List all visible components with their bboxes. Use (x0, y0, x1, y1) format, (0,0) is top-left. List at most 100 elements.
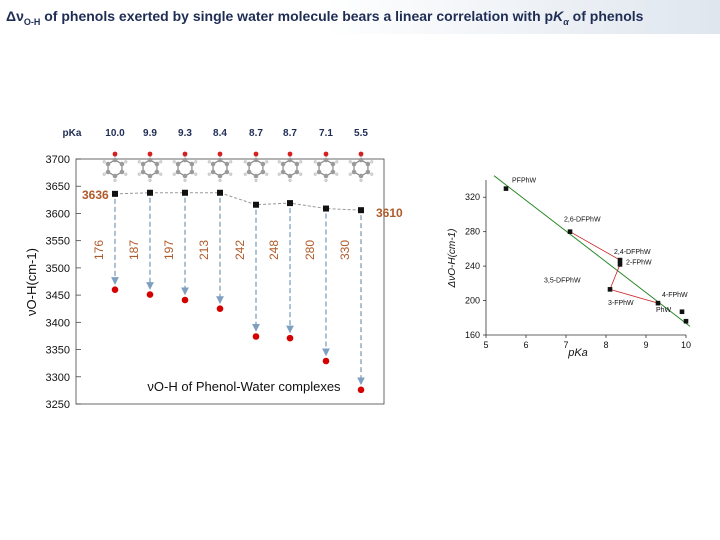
hydrogen-atom-dot (348, 172, 352, 176)
carbon-atom-dot (154, 169, 160, 175)
phenol-molecule-icon (348, 151, 374, 182)
carbon-atom-dot (189, 169, 195, 175)
frequency-shift-label: 280 (303, 240, 317, 260)
hydrogen-atom-dot (288, 178, 292, 182)
data-point-label: 2,4-DFPhW (614, 249, 651, 256)
carbon-atom-dot (154, 161, 160, 167)
data-point-label: PFPhW (512, 178, 537, 185)
data-point (567, 229, 573, 234)
carbon-atom-dot (330, 169, 336, 175)
oxygen-atom-dot (358, 151, 364, 157)
hydrogen-atom-dot (229, 160, 233, 164)
hydrogen-atom-dot (207, 172, 211, 176)
data-point (683, 318, 689, 324)
carbon-atom-dot (260, 161, 266, 167)
hydrogen-atom-dot (102, 160, 106, 164)
left-y-axis-label: νO-H(cm-1) (24, 248, 39, 316)
carbon-atom-dot (294, 161, 300, 167)
carbon-atom-dot (147, 173, 153, 179)
slide-title: ΔνO-H of phenols exerted by single water… (6, 8, 643, 27)
hydrogen-atom-dot (194, 172, 198, 176)
pka-value: 8.7 (283, 128, 297, 139)
title-alpha-subscript: α (563, 16, 569, 27)
right-y-tick-label: 200 (465, 296, 480, 306)
carbon-atom-dot (182, 173, 188, 179)
carbon-atom-dot (365, 161, 371, 167)
complex-oh-marker (252, 333, 260, 340)
complex-oh-marker (216, 305, 224, 313)
hydrogen-atom-dot (299, 160, 303, 164)
left-panel-caption: νO-H of Phenol-Water complexes (147, 379, 341, 394)
benzene-ring-shape (318, 159, 334, 177)
frequency-shift-label: 197 (162, 240, 176, 260)
pka-value: 8.4 (213, 128, 227, 139)
carbon-atom-dot (105, 161, 111, 167)
carbon-atom-dot (280, 169, 286, 175)
carbon-atom-dot (217, 157, 223, 163)
carbon-atom-dot (316, 169, 322, 175)
data-point-label: PhW (656, 307, 672, 314)
hydrogen-atom-dot (102, 172, 106, 176)
oxygen-atom-dot (287, 151, 293, 157)
right-chart: 160 200 240 280 320 5 6 7 8 9 10 pKa ΔνO-H(cm-1) PFPh… (447, 175, 691, 359)
free-oh-frequency-label: 3636 (82, 188, 109, 202)
carbon-atom-dot (119, 161, 125, 167)
hydrogen-atom-dot (277, 172, 281, 176)
pka-value: 9.3 (178, 128, 192, 139)
phenol-oh-marker (358, 207, 364, 214)
frequency-shift-label: 213 (197, 240, 211, 260)
hydrogen-atom-dot (254, 178, 258, 182)
hydrogen-atom-dot (324, 178, 328, 182)
hydrogen-atom-dot (348, 160, 352, 164)
free-oh-frequency-label-right: 3610 (376, 206, 403, 220)
right-y-tick-label: 240 (465, 261, 480, 271)
left-plot-frame (75, 158, 385, 405)
data-point-label: 3-FPhW (608, 300, 634, 307)
hydrogen-atom-dot (124, 172, 128, 176)
hydrogen-atom-dot (148, 178, 152, 182)
data-point (655, 300, 661, 306)
hydrogen-atom-dot (299, 172, 303, 176)
data-point (503, 186, 509, 191)
carbon-atom-dot (294, 169, 300, 175)
hydrogen-atom-dot (313, 172, 317, 176)
complex-oh-marker (322, 357, 330, 365)
hydrogen-atom-dot (335, 160, 339, 164)
phenol-trend-line (114, 192, 362, 211)
carbon-atom-dot (253, 157, 259, 163)
complex-oh-marker (286, 334, 294, 342)
left-y-tick-label: 3300 (46, 372, 70, 384)
carbon-atom-dot (351, 169, 357, 175)
phenol-molecule-icon (137, 151, 163, 182)
data-point (679, 309, 685, 315)
oxygen-atom-dot (323, 151, 329, 157)
data-point-label: 2,6-DFPhW (564, 217, 601, 224)
carbon-atom-dot (260, 169, 266, 175)
carbon-atom-dot (112, 157, 118, 163)
right-x-tick-label: 6 (523, 340, 528, 350)
title-delta-nu: Δν (6, 8, 24, 24)
phenol-molecule-icon (277, 151, 303, 182)
benzene-ring-shape (282, 159, 298, 177)
point-connector-line (609, 288, 659, 304)
carbon-atom-dot (119, 169, 125, 175)
hydrogen-atom-dot (194, 160, 198, 164)
carbon-atom-dot (316, 161, 322, 167)
data-point (617, 262, 623, 267)
carbon-atom-dot (210, 169, 216, 175)
right-x-axis-label: pKa (567, 347, 588, 359)
right-x-tick-label: 10 (681, 340, 691, 350)
hydrogen-atom-dot (137, 160, 141, 164)
frequency-shift-label: 330 (338, 240, 352, 260)
carbon-atom-dot (323, 173, 329, 179)
frequency-shift-label: 187 (127, 240, 141, 260)
carbon-atom-dot (175, 169, 181, 175)
linear-fit-line (493, 175, 691, 327)
left-y-tick-label: 3500 (46, 263, 70, 275)
carbon-atom-dot (365, 169, 371, 175)
pka-value: 9.9 (143, 128, 157, 139)
hydrogen-atom-dot (243, 172, 247, 176)
carbon-atom-dot (175, 161, 181, 167)
benzene-ring-shape (177, 159, 193, 177)
